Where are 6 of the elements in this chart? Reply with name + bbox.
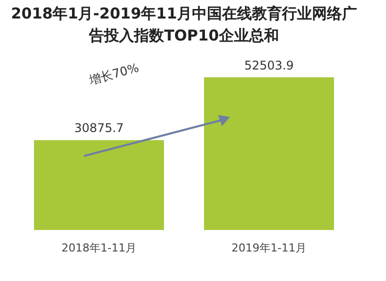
annotation: 增长70%	[86, 60, 140, 88]
data-label: 30875.7	[74, 121, 124, 136]
chart-title: 2018年1月-2019年11月中国在线教育行业网络广告投入指数TOP10企业总和	[10, 4, 358, 44]
x-tick-label: 2018年1-11月	[62, 242, 136, 254]
data-label: 52503.9	[244, 58, 294, 72]
x-tick-label: 2019年1-11月	[232, 242, 306, 254]
